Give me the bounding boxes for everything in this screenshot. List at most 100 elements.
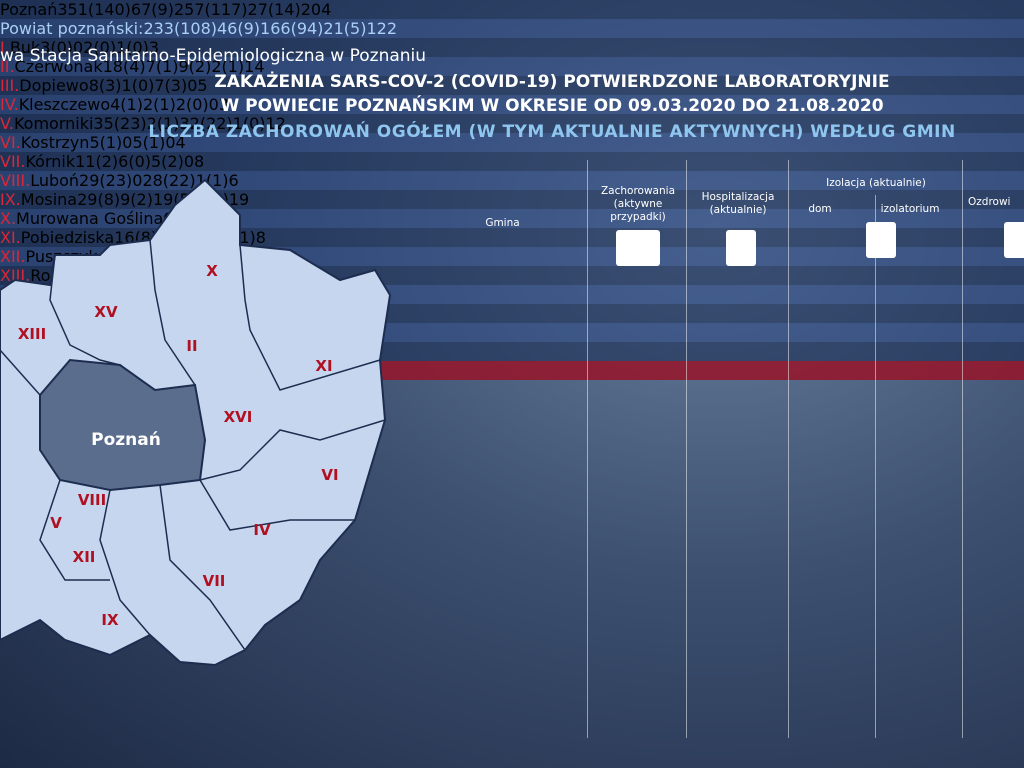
table-cell: 9(2) (120, 190, 153, 209)
table-row: IV.Kleszczewo4(1)2(1)2(0)03 (0, 95, 1024, 114)
table-row: V.Komorniki35(23)2(1)32(22)1(0)12 (0, 114, 1024, 133)
column-divider (962, 160, 963, 738)
map-label: IV (253, 521, 271, 539)
map (0, 178, 392, 667)
table-cell: 1(0) (116, 38, 149, 57)
table-cell: 204 (300, 0, 332, 19)
table-cell: 46(9) (217, 19, 261, 38)
table-cell: 11(2) (75, 152, 119, 171)
table-cell: 29(23) (79, 171, 133, 190)
table-row: III.Dopiewo8(3)1(0)7(3)05 (0, 76, 1024, 95)
table-cell: 8(3) (88, 76, 122, 95)
table-cell: 9(2) (178, 57, 212, 76)
table-cell: 1(0) (121, 76, 155, 95)
table-cell: 6 (228, 171, 239, 190)
row-name: Poznań (0, 0, 58, 19)
row-number: XII. (0, 247, 26, 266)
icon-bed (726, 230, 756, 266)
icon-house (866, 222, 896, 258)
row-number: X. (0, 209, 17, 228)
table-cell: 0 (183, 152, 195, 171)
table-row: VII.Kórnik11(2)6(0)5(2)08 (0, 152, 1024, 171)
table-cell: 29(8) (77, 190, 121, 209)
map-label: XVI (223, 408, 253, 426)
table-cell: 7(3) (154, 76, 188, 95)
row-name: Powiat poznański: (0, 19, 144, 38)
table-cell: 7(1) (145, 57, 179, 76)
map-label: XII (72, 548, 96, 566)
map-label: IX (101, 611, 119, 629)
header-hospital: Hospitalizacja (aktualnie) (701, 191, 775, 216)
row-name: Pobiedziska (20, 228, 115, 247)
table-cell: 122 (366, 19, 397, 38)
title-line: W POWIECIE POZNAŃSKIM W OKRESIE OD 09.03… (220, 96, 884, 116)
table-cell: 3 (218, 95, 230, 114)
table-cell: 4 (175, 133, 186, 152)
row-number: III. (0, 76, 20, 95)
header-cases: Zachorowania (aktywne przypadki) (600, 185, 676, 223)
table-cell: 5(1) (132, 133, 166, 152)
map-label: VI (321, 466, 339, 484)
row-name: Dopiewo (19, 76, 89, 95)
table-cell: 35(23) (93, 114, 147, 133)
table-cell: 3 (148, 38, 160, 57)
row-name: Luboń (30, 171, 80, 190)
table-cell: 257(117) (173, 0, 248, 19)
table-cell: 5 (197, 76, 208, 95)
table-row: I.Buk3(0)02(0)1(0)3 (0, 38, 1024, 57)
icon-people (616, 230, 660, 266)
table-cell: 18(4) (102, 57, 146, 76)
row-number: IV. (0, 95, 19, 114)
row-number: VI. (0, 133, 21, 152)
table-cell: 67(9) (130, 0, 174, 19)
table-cell: 0 (187, 76, 198, 95)
column-divider (587, 160, 588, 738)
row-name: Komorniki (13, 114, 94, 133)
row-name: Kleszczewo (18, 95, 111, 114)
table-cell: 8 (194, 152, 205, 171)
table-cell: 4(1) (110, 95, 143, 114)
table-cell: 21(5) (323, 19, 367, 38)
table-cell: 6(0) (118, 152, 151, 171)
table-cell: 0 (73, 38, 84, 57)
column-divider (686, 160, 687, 738)
row-name: Czerwonak (14, 57, 103, 76)
row-name: Murowana Goślina (16, 209, 164, 228)
table-row: VI.Kostrzyn5(1)05(1)04 (0, 133, 1024, 152)
table-cell: 14 (244, 57, 265, 76)
table-cell: 28(22) (142, 171, 196, 190)
table-cell: 32(22) (179, 114, 233, 133)
row-name: Mosina (20, 190, 78, 209)
subtitle: LICZBA ZACHOROWAŃ OGÓŁEM (W TYM AKTUALNI… (148, 122, 956, 142)
header-isolatorium: izolatorium (880, 203, 940, 215)
map-label: II (186, 337, 198, 355)
table-cell: 0 (132, 171, 143, 190)
row-number: II. (0, 57, 15, 76)
table-row: X.Murowana Goślina00000 (0, 209, 1024, 228)
map-label: XV (94, 303, 118, 321)
header-gmina: Gmina (485, 217, 520, 229)
header-recovered: Ozdrowi (968, 196, 1011, 208)
table-row: Poznań351(140)67(9)257(117)27(14)204 (0, 0, 1024, 19)
column-divider (788, 160, 789, 738)
header-isolation: Izolacja (aktualnie) (826, 177, 926, 189)
table-row: Powiat poznański:233(108)46(9)166(94)21(… (0, 19, 1024, 38)
table-cell: 3(0) (40, 38, 74, 57)
table-cell: 2(1) (146, 114, 180, 133)
table-cell: 2(0) (175, 95, 209, 114)
table-cell: 8 (255, 228, 266, 247)
title-line: ZAKAŻENIA SARS-COV-2 (COVID-19) POTWIERD… (214, 72, 890, 92)
map-borders (0, 239, 386, 651)
table-cell: 27(14) (247, 0, 301, 19)
table-cell: 5(2) (150, 152, 184, 171)
table-cell: 0 (208, 95, 219, 114)
row-number: VII. (0, 152, 26, 171)
table-cell: 2(1) (211, 57, 245, 76)
organization: wa Stacja Sanitarno-Epidemiologiczna w P… (0, 46, 427, 66)
map-label: X (206, 262, 218, 280)
table-cell: 2(1) (142, 95, 176, 114)
table-cell: 166(94) (260, 19, 324, 38)
map-label: XI (315, 357, 333, 375)
table-cell: 233(108) (143, 19, 217, 38)
